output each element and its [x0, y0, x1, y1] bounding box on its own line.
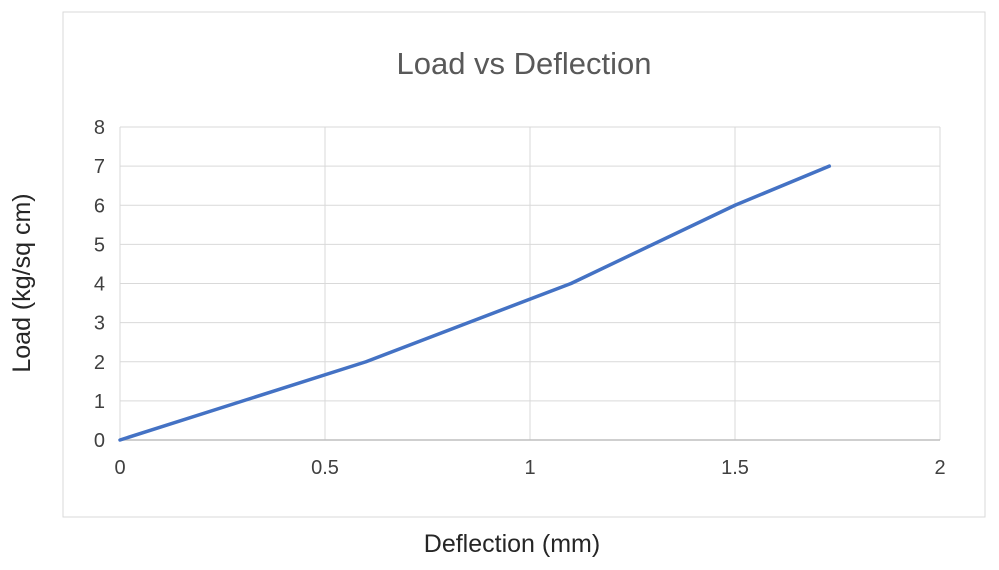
data-line-load-series: [118, 164, 832, 442]
y-tick-label: 3: [94, 313, 105, 335]
x-tick-label: 2: [934, 457, 945, 479]
x-tick-label: 0: [114, 457, 125, 479]
x-axis-title: Deflection (mm): [424, 530, 600, 558]
x-tick-label: 0.5: [311, 457, 339, 479]
y-tick-label: 0: [94, 430, 105, 452]
chart-title: Load vs Deflection: [396, 46, 651, 81]
gridlines: [119, 126, 941, 440]
y-tick-labels: 0 1 2 3 4 5 6 7 8: [94, 117, 105, 452]
chart-border: [62, 11, 986, 518]
y-tick-label: 5: [94, 234, 105, 256]
data-series-group: [118, 164, 832, 442]
y-tick-label: 1: [94, 391, 105, 413]
y-tick-label: 6: [94, 195, 105, 217]
x-tick-label: 1.5: [721, 457, 749, 479]
y-axis-title: Load (kg/sq cm): [8, 193, 36, 372]
x-tick-labels: 0 0.5 1 1.5 2: [114, 457, 945, 479]
y-tick-label: 2: [94, 352, 105, 374]
y-tick-label: 4: [94, 274, 105, 296]
y-tick-label: 8: [94, 117, 105, 139]
y-tick-label: 7: [94, 156, 105, 178]
x-tick-label: 1: [524, 457, 535, 479]
